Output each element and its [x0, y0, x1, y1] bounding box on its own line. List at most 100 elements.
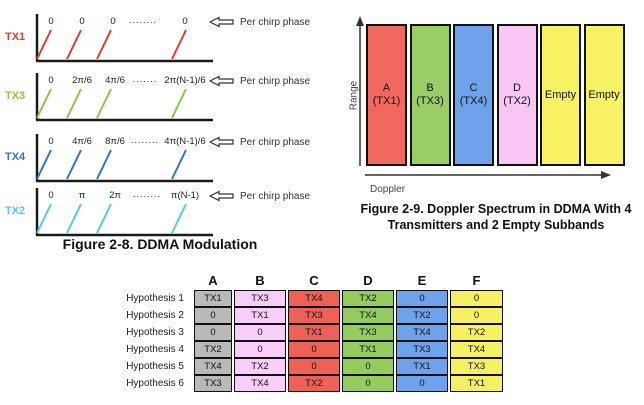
figure-2-9: Range A (TX1) B (TX3) C (TX4) D (TX2)	[348, 4, 644, 254]
svg-text:2π(N-1)/6: 2π(N-1)/6	[164, 75, 205, 86]
column-header-e: E	[417, 273, 427, 288]
per-chirp-phase-text: Per chirp phase	[240, 136, 311, 148]
table-corner	[118, 273, 192, 290]
table-cell: TX4	[342, 307, 394, 324]
left-arrow-icon	[209, 190, 234, 202]
svg-text:........: ........	[133, 189, 161, 199]
chirp-panel-tx2: TX2 0 π 2π ........ π(N-1) Per chirp pha…	[0, 184, 330, 240]
table-cell: TX3	[450, 358, 503, 375]
subband-b-tx3: B (TX3)	[409, 24, 451, 166]
table-cell: TX4	[234, 375, 286, 392]
doppler-axis-arrow-icon	[365, 171, 611, 179]
svg-text:0: 0	[110, 16, 115, 27]
subband-label: C	[469, 82, 478, 94]
svg-text:2π: 2π	[109, 190, 121, 201]
table-cell: TX4	[450, 341, 503, 358]
table-cell: 0	[342, 375, 394, 392]
chirp-plot-tx1: 0 0 0 ........ 0	[35, 14, 213, 63]
subband-label: A	[382, 82, 391, 94]
left-arrow-icon	[209, 75, 234, 87]
table-cell: 0	[288, 341, 340, 358]
svg-text:0: 0	[48, 16, 53, 27]
svg-text:4π/6: 4π/6	[105, 75, 125, 86]
svg-text:0: 0	[48, 190, 53, 201]
row-label: Hypothesis 2	[126, 310, 184, 321]
subband-label: Empty	[588, 88, 620, 101]
table-cell: 0	[396, 290, 448, 307]
per-chirp-phase-note: Per chirp phase	[209, 190, 310, 202]
hypothesis-table: A B C D E F Hypothesis 1 TX1 TX3 TX4 TX2…	[118, 273, 503, 392]
table-cell: TX4	[288, 290, 340, 307]
doppler-subbands: A (TX1) B (TX3) C (TX4) D (TX2) Empty Em…	[366, 24, 625, 166]
left-arrow-icon	[209, 136, 234, 148]
figure-2-9-caption-line2: Transmitters and 2 Empty Subbands	[387, 218, 605, 233]
row-label: Hypothesis 4	[126, 344, 184, 355]
table-cell: TX4	[194, 358, 232, 375]
subband-empty-1: Empty	[540, 24, 581, 166]
per-chirp-phase-note: Per chirp phase	[209, 75, 310, 87]
table-cell: 0	[194, 307, 232, 324]
svg-text:π(N-1): π(N-1)	[171, 190, 199, 201]
svg-text:0: 0	[182, 16, 187, 27]
table-cell: TX1	[194, 290, 232, 307]
table-cell: 0	[342, 358, 394, 375]
table-cell: 0	[234, 324, 286, 341]
per-chirp-phase-text: Per chirp phase	[240, 190, 311, 202]
svg-text:........: ........	[131, 135, 159, 145]
tx3-label: TX3	[5, 90, 26, 102]
per-chirp-phase-note: Per chirp phase	[209, 136, 310, 148]
svg-text:4π/6: 4π/6	[72, 136, 92, 147]
tx2-label: TX2	[5, 205, 26, 217]
column-header-f: F	[472, 273, 481, 288]
chirp-plot-tx2: 0 π 2π ........ π(N-1)	[35, 188, 213, 237]
subband-tx: (TX1)	[372, 95, 401, 107]
tx4-label: TX4	[5, 151, 26, 163]
subband-tx: (TX4)	[459, 95, 488, 107]
svg-text:π: π	[79, 190, 86, 201]
table-cell: TX3	[194, 375, 232, 392]
svg-text:0: 0	[48, 136, 53, 147]
row-label: Hypothesis 3	[126, 327, 184, 338]
range-axis-arrow-icon	[356, 16, 364, 166]
table-cell: TX3	[234, 290, 286, 307]
subband-label: D	[513, 82, 521, 94]
subband-c-tx4: C (TX4)	[453, 24, 494, 166]
subband-d-tx2: D (TX2)	[496, 24, 538, 166]
svg-text:2π/6: 2π/6	[72, 75, 92, 86]
svg-text:8π/6: 8π/6	[105, 136, 125, 147]
subband-a-tx1: A (TX1)	[366, 24, 407, 166]
per-chirp-phase-text: Per chirp phase	[240, 16, 311, 28]
table-cell: TX2	[194, 341, 232, 358]
svg-text:0: 0	[48, 75, 53, 86]
subband-tx: (TX3)	[416, 95, 444, 107]
table-cell: TX2	[342, 290, 394, 307]
per-chirp-phase-note: Per chirp phase	[209, 16, 310, 28]
table-cell: 0	[194, 324, 232, 341]
table-cell: TX4	[396, 324, 448, 341]
table-cell: TX2	[450, 324, 503, 341]
table-cell: TX3	[342, 324, 394, 341]
row-label: Hypothesis 5	[126, 361, 184, 372]
chirp-panel-tx1: TX1 0 0 0 ........ 0 Per chirp phase	[0, 10, 330, 66]
svg-text:........: ........	[129, 15, 157, 25]
table-cell: TX1	[396, 358, 448, 375]
subband-label: Empty	[544, 88, 577, 101]
table-cell: 0	[450, 307, 503, 324]
figure-2-9-caption-line1: Figure 2-9. Doppler Spectrum in DDMA Wit…	[360, 202, 632, 216]
tx1-label: TX1	[5, 31, 26, 43]
svg-text:0: 0	[79, 16, 84, 27]
subband-empty-2: Empty	[583, 24, 625, 166]
column-header-c: C	[309, 273, 319, 288]
column-header-d: D	[363, 273, 373, 288]
figure-2-8: TX1 0 0 0 ........ 0 Per chirp phase	[0, 0, 330, 260]
table-cell: TX1	[234, 307, 286, 324]
table-cell: TX1	[342, 341, 394, 358]
doppler-axis-label: Doppler	[370, 184, 406, 195]
per-chirp-phase-text: Per chirp phase	[240, 75, 311, 87]
chirp-panel-tx3: TX3 0 2π/6 4π/6 ....... 2π(N-1)/6 Per ch…	[0, 69, 330, 125]
figure-2-9-caption: Figure 2-9. Doppler Spectrum in DDMA Wit…	[348, 201, 644, 234]
table-cell: 0	[396, 375, 448, 392]
chirp-panel-tx4: TX4 0 4π/6 8π/6 ........ 4π(N-1)/6 Per c…	[0, 130, 330, 186]
table-cell: 0	[450, 290, 503, 307]
